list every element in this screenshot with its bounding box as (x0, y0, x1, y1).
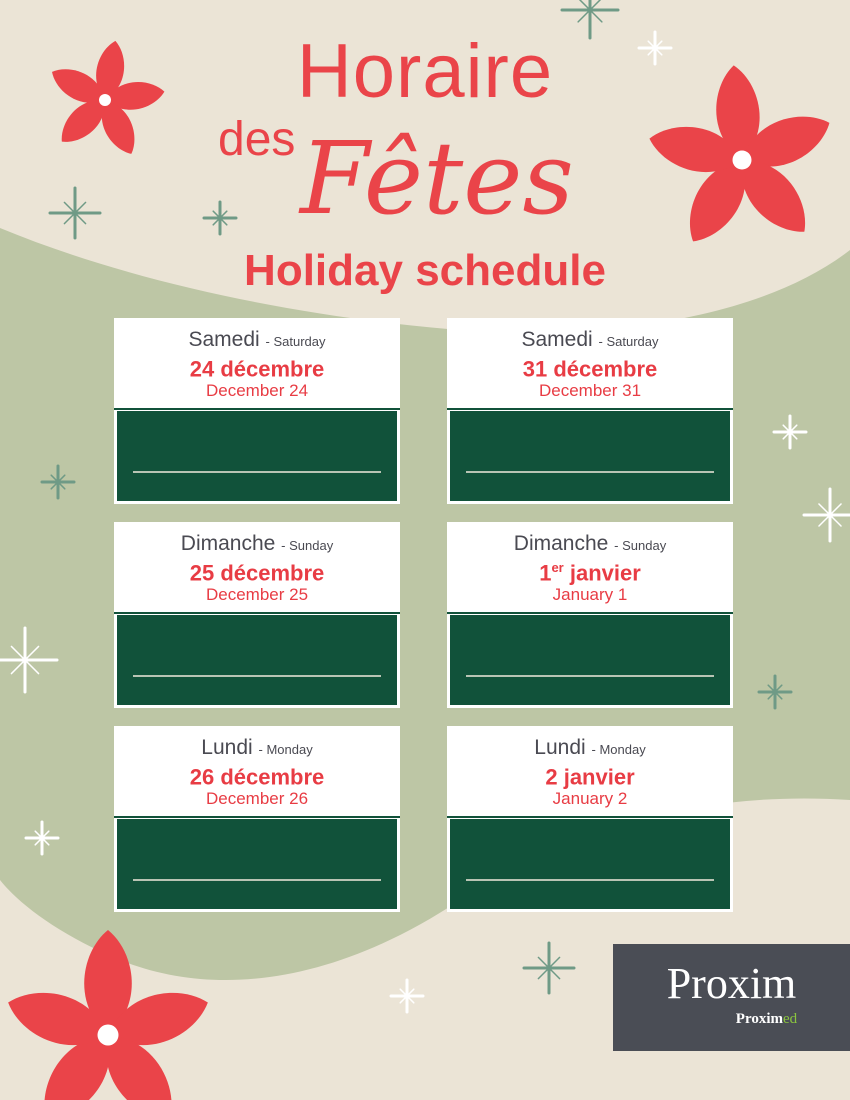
date-fr-main: 26 décembre (189, 764, 325, 790)
sparkle-icon (202, 200, 238, 236)
day-en: - Saturday (598, 334, 659, 349)
title-fetes: Fêtes (300, 120, 574, 237)
logo-sub-b: ed (783, 1011, 798, 1027)
day-label: Lundi - Monday (447, 726, 733, 760)
date-en: December 31 (538, 381, 642, 401)
date-fr: 1er janvier (447, 556, 733, 585)
poinsettia-icon (649, 65, 830, 242)
sparkle-icon (757, 674, 793, 710)
sparkle-icon (24, 820, 60, 856)
date-fr-main: 31 décembre (522, 356, 658, 382)
date-fr-sup: er (551, 560, 564, 575)
hours-field (117, 615, 397, 705)
title-des: des (218, 113, 296, 166)
date-fr-main: 24 décembre (189, 356, 325, 382)
hours-line (466, 675, 714, 677)
day-fr: Samedi (521, 328, 593, 351)
day-fr: Lundi (534, 736, 586, 759)
sparkle-icon (560, 0, 620, 40)
proxim-logo: Proxim Proximed (613, 944, 850, 1051)
schedule-card: Samedi - Saturday 31 décembre December 3… (447, 318, 733, 504)
logo-sub-a: Proxim (735, 1011, 784, 1027)
day-en: - Monday (591, 742, 646, 757)
subtitle-holiday-schedule: Holiday schedule (244, 246, 606, 295)
date-en: December 26 (205, 789, 309, 809)
hours-field (450, 411, 730, 501)
date-fr-main: 25 décembre (189, 560, 325, 586)
title-horaire: Horaire (296, 29, 554, 114)
hours-line (133, 675, 381, 677)
sparkle-icon (522, 941, 576, 995)
card-header: Lundi - Monday 2 janvier January 2 (447, 726, 733, 818)
day-label: Dimanche - Sunday (447, 522, 733, 556)
date-fr: 25 décembre (114, 556, 400, 585)
hours-field (117, 819, 397, 909)
day-en: - Saturday (265, 334, 326, 349)
day-en: - Monday (258, 742, 313, 757)
poinsettia-icon (52, 40, 165, 154)
date-fr: 31 décembre (447, 352, 733, 381)
schedule-card: Dimanche - Sunday 1er janvier January 1 (447, 522, 733, 708)
sparkle-icon (772, 414, 808, 450)
sparkle-icon (40, 464, 76, 500)
schedule-card: Samedi - Saturday 24 décembre December 2… (114, 318, 400, 504)
day-label: Lundi - Monday (114, 726, 400, 760)
day-en: - Sunday (281, 538, 334, 553)
sparkle-icon (802, 487, 850, 543)
hours-field (117, 411, 397, 501)
hours-line (466, 879, 714, 881)
schedule-card: Dimanche - Sunday 25 décembre December 2… (114, 522, 400, 708)
day-en: - Sunday (614, 538, 667, 553)
date-en: December 25 (205, 585, 309, 605)
logo-main: Proxim (666, 959, 797, 1008)
day-label: Samedi - Saturday (447, 318, 733, 352)
day-fr: Samedi (188, 328, 260, 351)
date-fr: 24 décembre (114, 352, 400, 381)
sparkle-icon (389, 978, 425, 1014)
sparkle-icon (48, 186, 102, 240)
day-label: Samedi - Saturday (114, 318, 400, 352)
poinsettia-icon (8, 930, 208, 1100)
card-header: Lundi - Monday 26 décembre December 26 (114, 726, 400, 818)
schedule-card: Lundi - Monday 26 décembre December 26 (114, 726, 400, 912)
date-fr: 2 janvier (447, 760, 733, 789)
date-fr-main: 2 janvier (545, 764, 635, 790)
sparkle-icon (637, 30, 673, 66)
card-header: Samedi - Saturday 24 décembre December 2… (114, 318, 400, 410)
card-header: Dimanche - Sunday 1er janvier January 1 (447, 522, 733, 614)
date-fr-rest: janvier (563, 560, 641, 586)
date-en: December 24 (205, 381, 309, 401)
day-fr: Dimanche (180, 532, 276, 555)
date-fr: 26 décembre (114, 760, 400, 789)
hours-field (450, 615, 730, 705)
hours-line (133, 471, 381, 473)
hours-line (466, 471, 714, 473)
sparkle-icon (0, 626, 59, 694)
logo-sub: Proximed (613, 1011, 850, 1028)
day-label: Dimanche - Sunday (114, 522, 400, 556)
date-fr-main: 1 (539, 560, 552, 586)
day-fr: Lundi (201, 736, 253, 759)
hours-field (450, 819, 730, 909)
card-header: Dimanche - Sunday 25 décembre December 2… (114, 522, 400, 614)
date-en: January 1 (552, 585, 628, 605)
day-fr: Dimanche (513, 532, 609, 555)
schedule-card: Lundi - Monday 2 janvier January 2 (447, 726, 733, 912)
hours-line (133, 879, 381, 881)
date-en: January 2 (552, 789, 628, 809)
card-header: Samedi - Saturday 31 décembre December 3… (447, 318, 733, 410)
